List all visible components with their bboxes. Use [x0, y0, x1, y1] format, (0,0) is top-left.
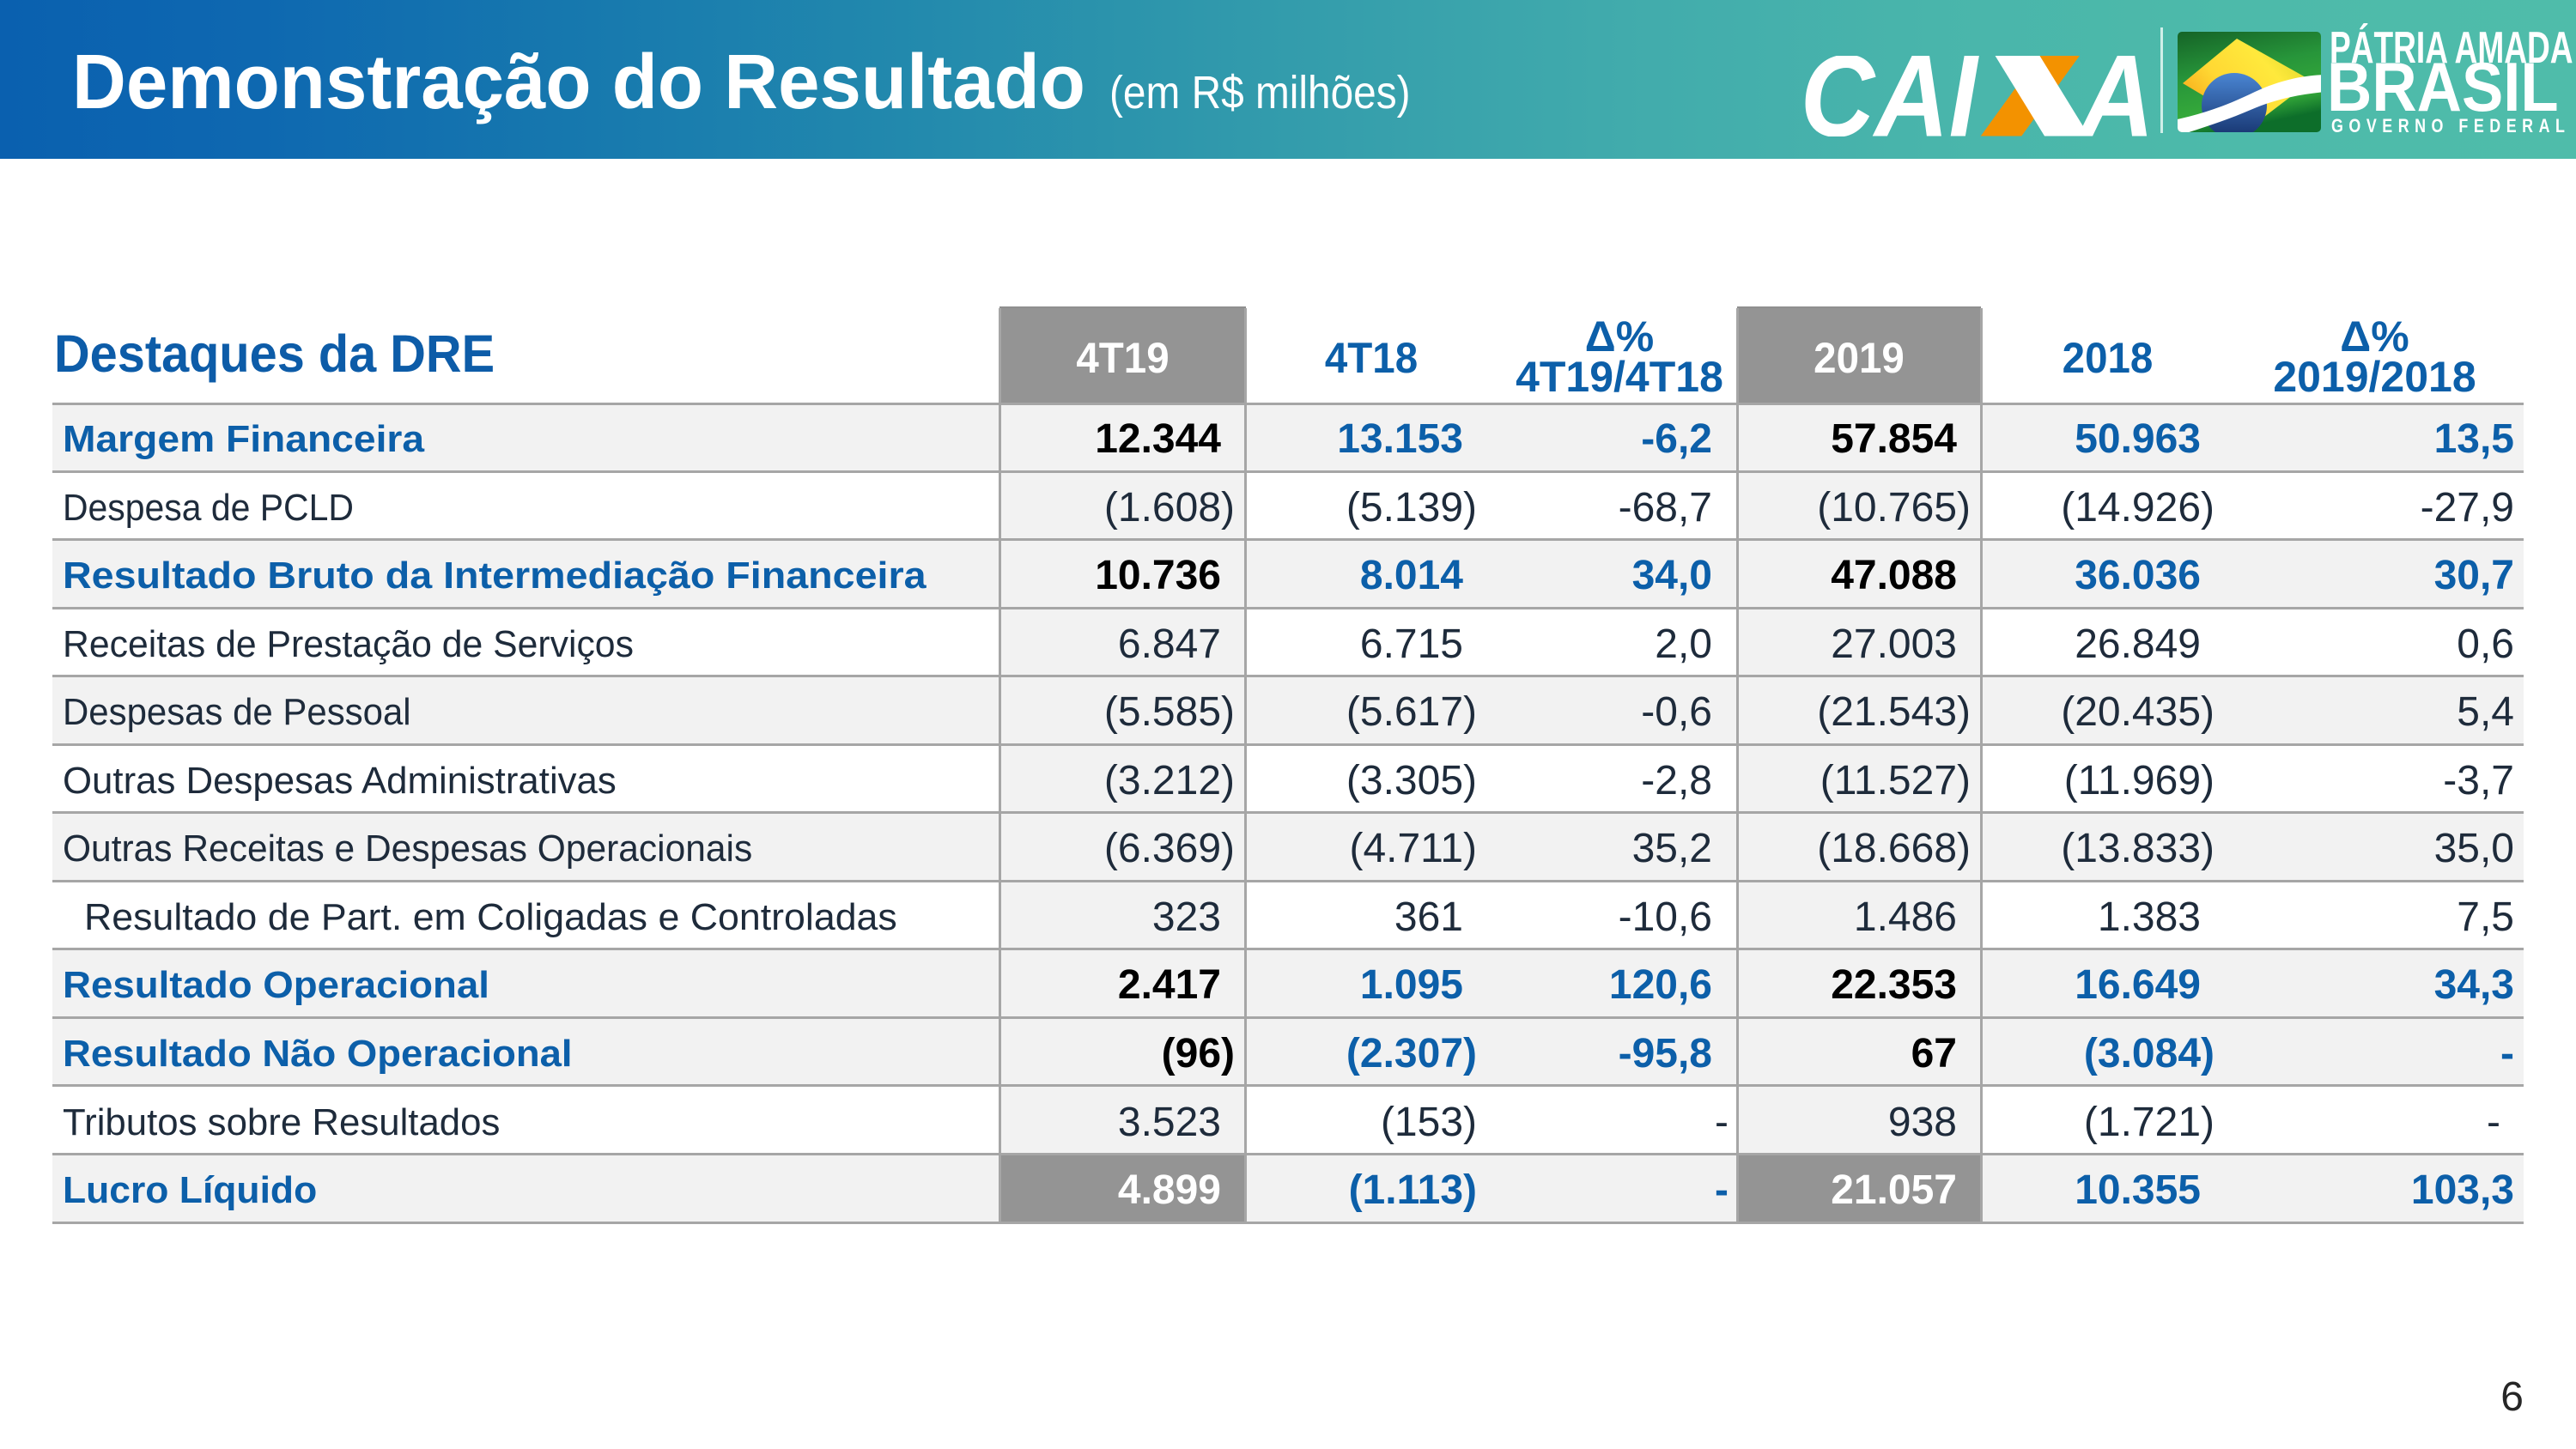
svg-text:CAI: CAI — [1805, 56, 1979, 136]
svg-text:A: A — [2078, 56, 2154, 136]
